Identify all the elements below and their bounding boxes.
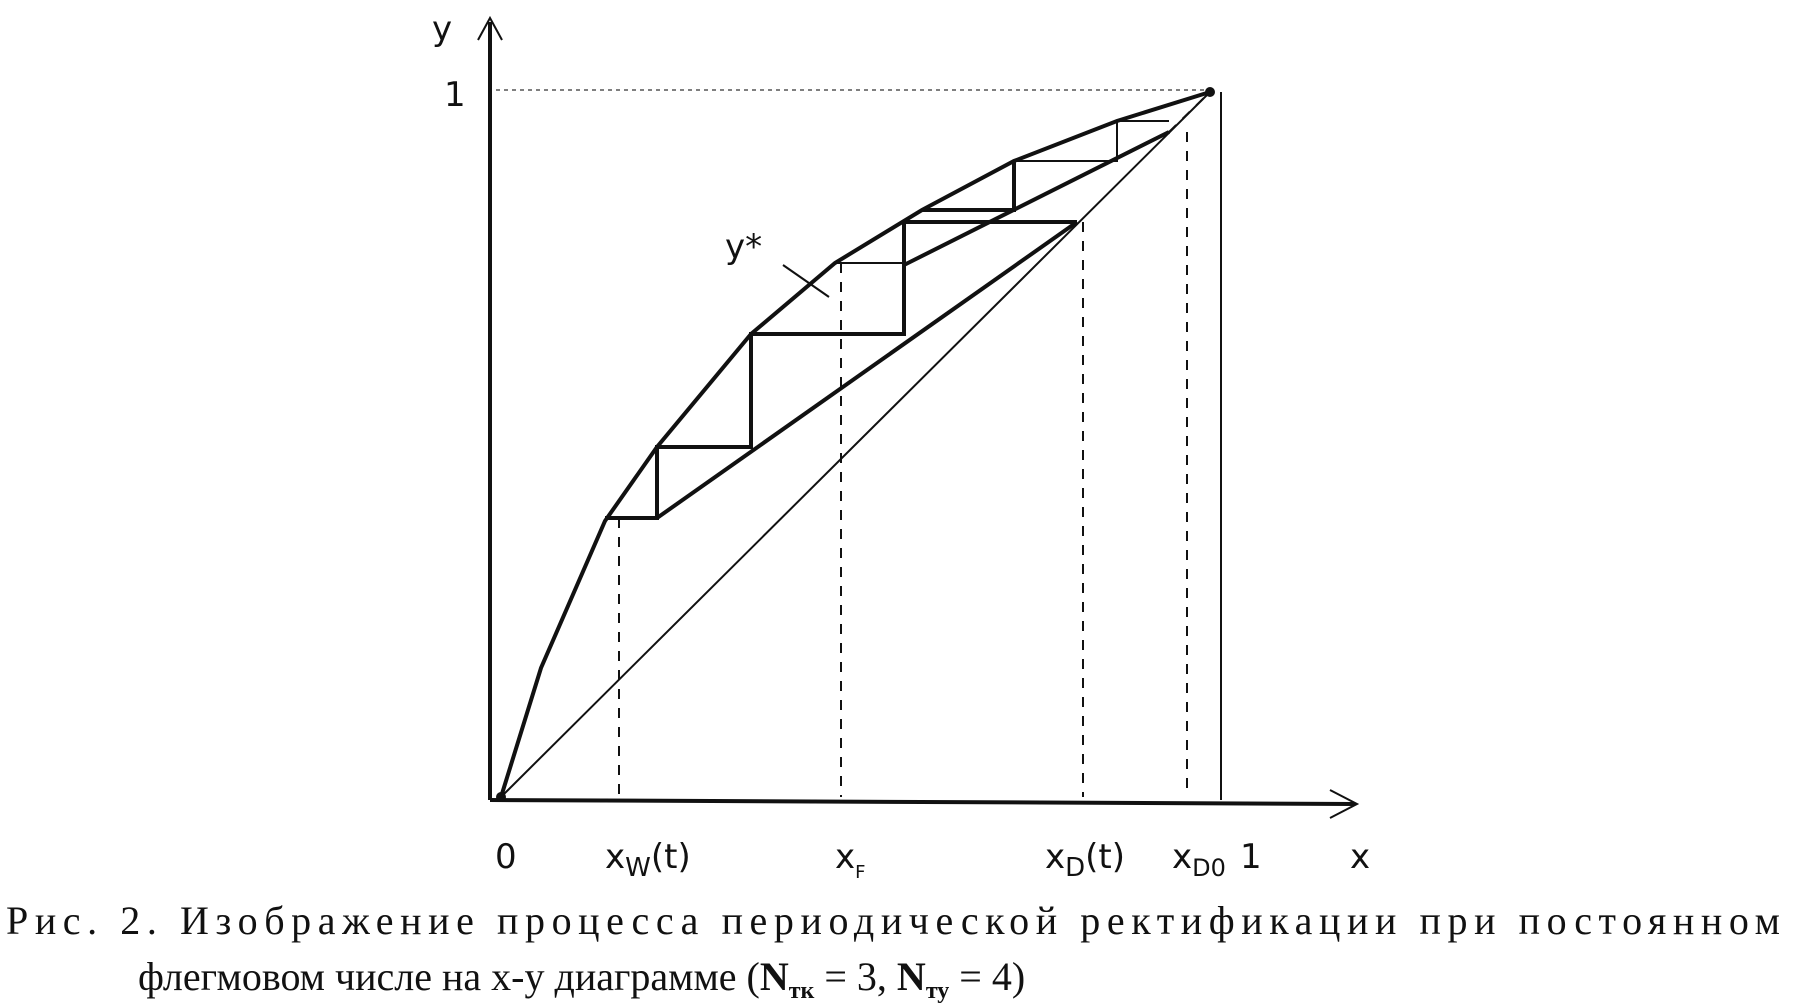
- x-main: x: [835, 837, 855, 877]
- y-one-label: 1: [444, 75, 466, 115]
- caption-text: флегмовом числе на x-y диаграмме (: [138, 954, 760, 999]
- x-axis-label: x: [1350, 837, 1370, 877]
- operating-line: [903, 130, 1170, 267]
- caption-symbol: N: [760, 954, 789, 999]
- curve-label: y*: [725, 227, 762, 267]
- x-sub: W: [625, 853, 651, 883]
- x-label: xW(t): [605, 837, 691, 883]
- diagonal: [500, 91, 1211, 798]
- x-label: xF: [835, 837, 865, 883]
- x-axis: [489, 798, 1356, 806]
- origin-point: [496, 792, 506, 802]
- x-label: xD0: [1172, 837, 1226, 882]
- caption-sub: ту: [926, 978, 949, 1004]
- x-sub: D0: [1192, 854, 1226, 882]
- x-suffix: (t): [1085, 837, 1125, 877]
- x-one-label: 1: [1240, 837, 1262, 877]
- caption-line: флегмовом числе на x-y диаграмме (Nтк = …: [138, 954, 1025, 1004]
- origin-label: 0: [495, 837, 517, 877]
- end-point: [1205, 87, 1215, 97]
- caption-text: = 3,: [814, 954, 897, 999]
- x-suffix: (t): [651, 837, 691, 877]
- y-arrow: [477, 15, 503, 41]
- x-label: xD(t): [1045, 837, 1125, 883]
- x-main: x: [1172, 837, 1192, 877]
- x-arrow: [1329, 789, 1360, 819]
- caption-line: Рис. 2. Изображение процесса периодическ…: [6, 898, 1780, 943]
- caption-symbol: N: [897, 954, 926, 999]
- x-main: x: [605, 837, 625, 877]
- steps: [922, 161, 1016, 212]
- curve-leader: [782, 264, 830, 298]
- caption-sub: тк: [789, 978, 815, 1004]
- x-main: x: [1045, 837, 1065, 877]
- y-label: y: [432, 9, 452, 49]
- equilibrium-curve: [499, 90, 1211, 798]
- operating-line-extension: [1168, 91, 1211, 133]
- caption-text: = 4): [949, 954, 1025, 999]
- x-sub: F: [855, 862, 865, 883]
- operating-line: [655, 220, 1079, 520]
- steps: [835, 120, 1169, 264]
- x-sub: D: [1065, 853, 1085, 883]
